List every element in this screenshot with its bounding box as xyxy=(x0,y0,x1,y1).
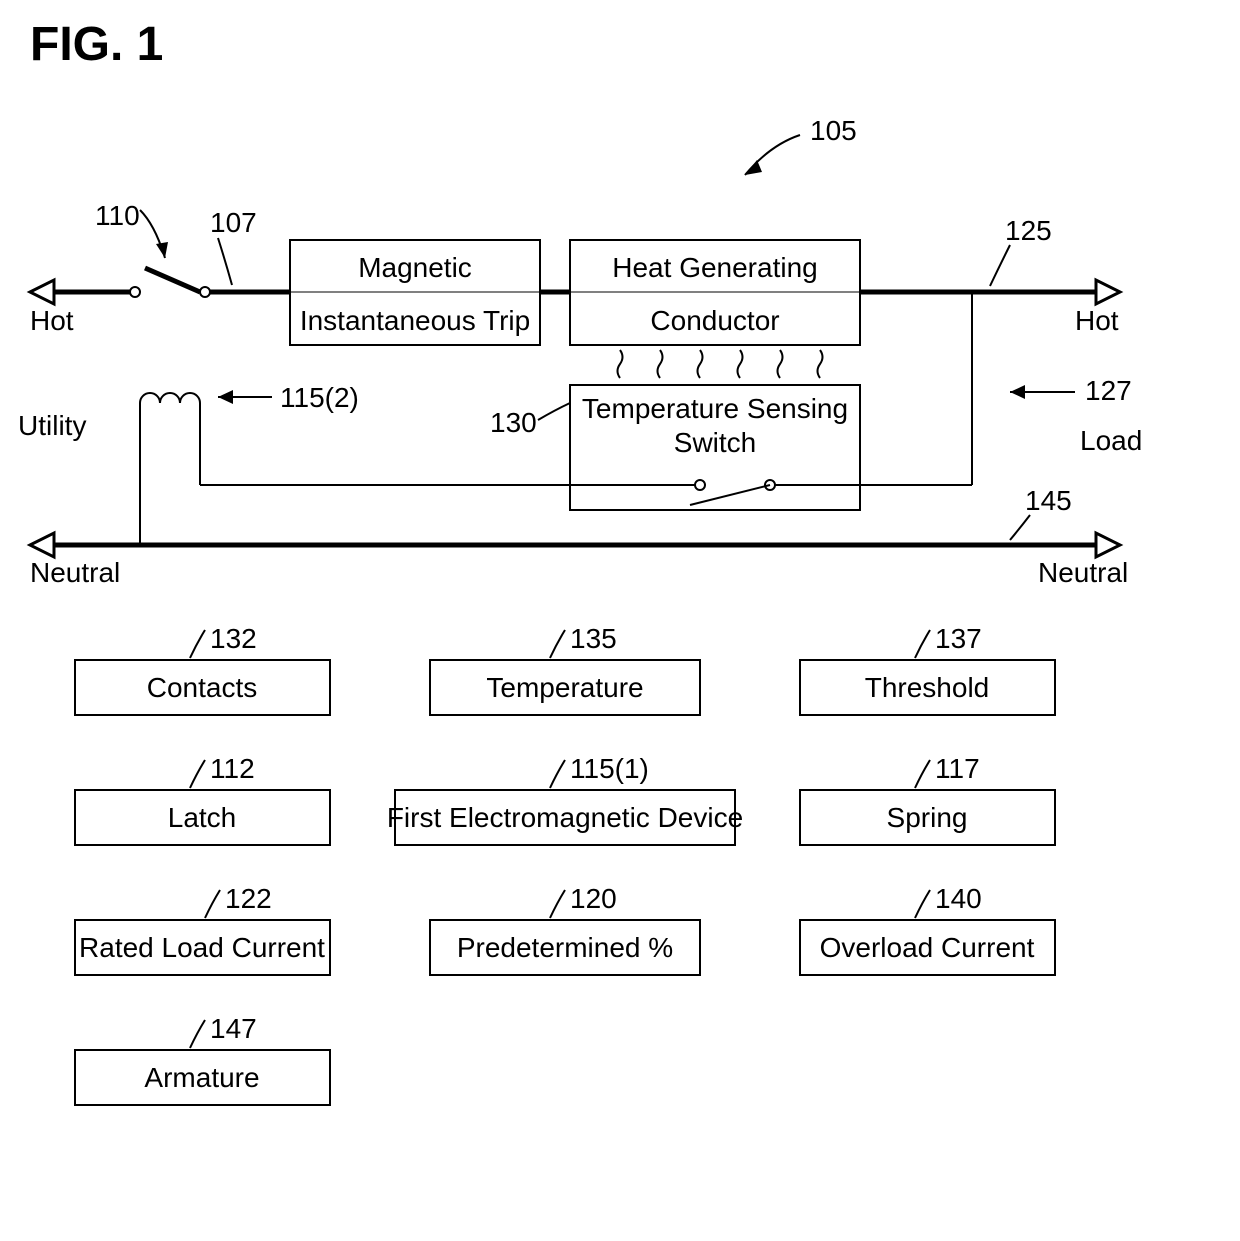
switch-node-right xyxy=(200,287,210,297)
temp-switch-node-l xyxy=(695,480,705,490)
leader-125 xyxy=(990,245,1010,286)
heat-bot-label: Conductor xyxy=(650,305,779,336)
hot-right-terminal xyxy=(1096,280,1120,304)
ref-130: 130 xyxy=(490,407,537,438)
box-latch: Latch 112 xyxy=(75,753,330,845)
svg-text:Spring: Spring xyxy=(887,802,968,833)
svg-text:Armature: Armature xyxy=(144,1062,259,1093)
ref-127: 127 xyxy=(1085,375,1132,406)
ref-125: 125 xyxy=(1005,215,1052,246)
hot-right-label: Hot xyxy=(1075,305,1119,336)
svg-text:140: 140 xyxy=(935,883,982,914)
svg-text:Overload Current: Overload Current xyxy=(820,932,1035,963)
svg-text:Temperature: Temperature xyxy=(486,672,643,703)
svg-text:Rated Load Current: Rated Load Current xyxy=(79,932,325,963)
magnetic-top-label: Magnetic xyxy=(358,252,472,283)
svg-text:122: 122 xyxy=(225,883,272,914)
svg-text:135: 135 xyxy=(570,623,617,654)
box-threshold: Threshold 137 xyxy=(800,623,1055,715)
ref-145: 145 xyxy=(1025,485,1072,516)
svg-text:120: 120 xyxy=(570,883,617,914)
svg-text:Predetermined %: Predetermined % xyxy=(457,932,673,963)
leader-107 xyxy=(218,238,232,285)
neutral-right-terminal xyxy=(1096,533,1120,557)
box-overload: Overload Current 140 xyxy=(800,883,1055,975)
svg-text:112: 112 xyxy=(210,753,255,784)
switch-arm xyxy=(145,268,200,292)
svg-text:115(1): 115(1) xyxy=(570,753,649,784)
leader-145 xyxy=(1010,515,1030,540)
neutral-left-label: Neutral xyxy=(30,557,120,588)
arrowhead-115-2 xyxy=(218,390,233,404)
leader-130 xyxy=(538,403,570,420)
ref-105: 105 xyxy=(810,115,857,146)
box-predetermined: Predetermined % 120 xyxy=(430,883,700,975)
utility-label: Utility xyxy=(18,410,86,441)
switch-node-left xyxy=(130,287,140,297)
box-rated-load: Rated Load Current 122 xyxy=(75,883,330,975)
figure-title: FIG. 1 xyxy=(30,18,163,71)
box-spring: Spring 117 xyxy=(800,753,1055,845)
svg-text:Latch: Latch xyxy=(168,802,237,833)
magnetic-bot-label: Instantaneous Trip xyxy=(300,305,530,336)
ref-115-2: 115(2) xyxy=(280,382,359,413)
ref-107: 107 xyxy=(210,207,257,238)
heat-waves xyxy=(618,350,823,378)
coil-115-2 xyxy=(140,393,200,403)
heat-top-label: Heat Generating xyxy=(612,252,817,283)
hot-left-terminal xyxy=(30,280,54,304)
temp-top-label: Temperature Sensing xyxy=(582,393,848,424)
arrowhead-105 xyxy=(745,160,762,175)
svg-text:Contacts: Contacts xyxy=(147,672,258,703)
svg-text:132: 132 xyxy=(210,623,257,654)
svg-text:Threshold: Threshold xyxy=(865,672,990,703)
arrowhead-127 xyxy=(1010,385,1025,399)
hot-left-label: Hot xyxy=(30,305,74,336)
ref-110: 110 xyxy=(95,200,140,231)
svg-text:First Electromagnetic Device: First Electromagnetic Device xyxy=(387,802,743,833)
load-label: Load xyxy=(1080,425,1142,456)
neutral-left-terminal xyxy=(30,533,54,557)
box-temperature: Temperature 135 xyxy=(430,623,700,715)
box-contacts: Contacts 132 xyxy=(75,623,330,715)
svg-text:137: 137 xyxy=(935,623,982,654)
temp-bot-label: Switch xyxy=(674,427,756,458)
svg-text:117: 117 xyxy=(935,753,980,784)
svg-text:147: 147 xyxy=(210,1013,257,1044)
box-first-em: First Electromagnetic Device 115(1) xyxy=(387,753,743,845)
arrowhead-110 xyxy=(156,242,168,258)
box-armature: Armature 147 xyxy=(75,1013,330,1105)
neutral-right-label: Neutral xyxy=(1038,557,1128,588)
